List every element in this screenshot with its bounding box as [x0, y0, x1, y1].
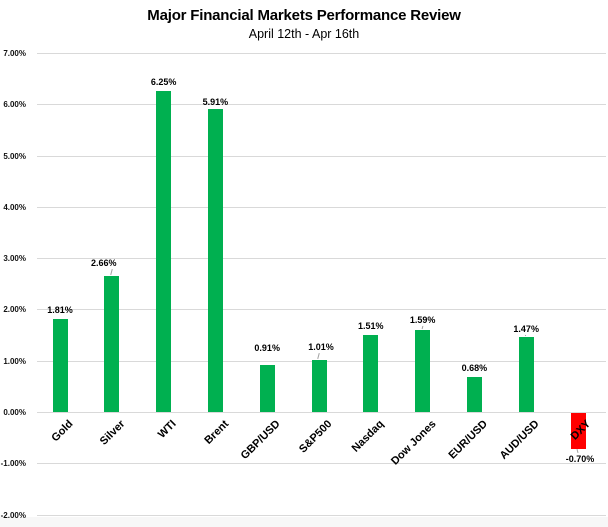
data-label-leader-line [576, 448, 579, 453]
bar-gold [52, 319, 68, 412]
category-label-silver: Silver [97, 418, 128, 448]
bar-value-label: 1.47% [513, 323, 539, 334]
gridline [37, 463, 606, 465]
bar-wti [156, 91, 172, 412]
bar-value-label: 5.91% [202, 96, 229, 107]
y-axis-tick-label: -2.00% [0, 510, 26, 520]
y-axis-tick-label: 3.00% [3, 254, 26, 264]
y-axis-tick-label: 1.00% [3, 356, 26, 366]
bar-value-label: 6.25% [150, 77, 177, 88]
y-axis-tick-label: 5.00% [3, 151, 26, 161]
gridline [37, 104, 606, 106]
chart-subtitle: April 12th - Apr 16th [248, 27, 360, 41]
bar-silver [104, 275, 120, 412]
bar-dxy [570, 413, 586, 449]
category-label-gbp-usd: GBP/USD [238, 418, 283, 462]
bar-s-p500 [311, 360, 327, 412]
bar-value-label: 1.51% [358, 320, 384, 331]
gridline [37, 206, 606, 208]
bar-aud-usd [518, 336, 534, 412]
category-label-s-p500: S&P500 [297, 418, 335, 456]
y-axis-tick-label: -1.00% [0, 459, 26, 469]
data-label-leader-line [110, 268, 113, 275]
bar-nasdaq [363, 334, 379, 412]
gridline [37, 412, 606, 413]
bar-gbp-usd [259, 365, 275, 412]
chart-bottom-edge [0, 517, 608, 527]
gridline [37, 258, 606, 260]
category-label-gold: Gold [49, 418, 76, 445]
category-label-aud-usd: AUD/USD [497, 418, 542, 462]
bar-eur-usd [466, 377, 482, 412]
bar-value-label: -0.70% [565, 453, 595, 464]
data-label-leader-line [525, 334, 527, 336]
bar-value-label: 0.91% [254, 343, 280, 354]
chart-title: Major Financial Markets Performance Revi… [147, 7, 461, 24]
category-label-wti: WTI [156, 418, 180, 441]
bar-value-label: 1.81% [47, 305, 73, 316]
bar-value-label: 1.59% [409, 315, 436, 326]
category-label-brent: Brent [202, 418, 231, 447]
bar-value-label: 0.68% [461, 363, 488, 374]
bar-value-label: 2.66% [91, 257, 117, 268]
category-label-dow-jones: Dow Jones [388, 418, 439, 468]
y-axis-tick-label: 7.00% [3, 48, 26, 58]
y-axis-tick-label: 4.00% [3, 202, 26, 212]
data-label-leader-line [421, 326, 423, 330]
data-label-leader-line [317, 353, 320, 360]
gridline [37, 309, 606, 311]
bar-dow-jones [415, 330, 431, 412]
gridline [37, 155, 606, 157]
y-axis-tick-label: 2.00% [3, 305, 26, 315]
bar-value-label: 1.01% [308, 342, 334, 353]
bar-brent [207, 108, 223, 412]
category-label-eur-usd: EUR/USD [446, 418, 490, 462]
y-axis-tick-label: 6.00% [3, 100, 26, 110]
y-axis-tick-label: 0.00% [3, 408, 26, 417]
category-label-nasdaq: Nasdaq [349, 418, 387, 455]
gridline [37, 514, 606, 516]
gridline [37, 52, 606, 54]
